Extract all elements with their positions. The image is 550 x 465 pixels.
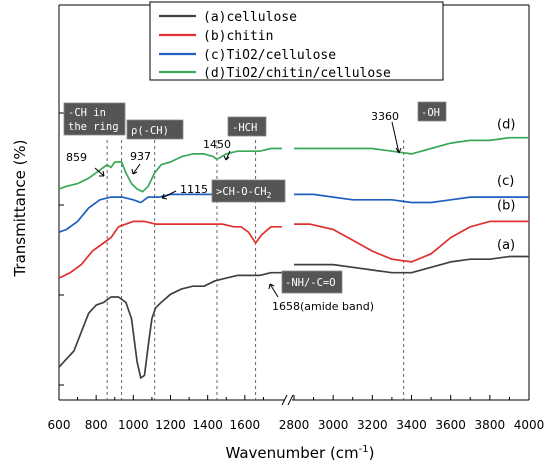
series-line-0 <box>294 255 529 274</box>
x-tick-label: 3800 <box>475 418 506 432</box>
tag-rho-ch: ρ(-CH) <box>126 119 184 140</box>
svg-text:-HCH: -HCH <box>232 122 257 134</box>
svg-text:-CH in: -CH in <box>68 107 106 119</box>
tag-nh-co: -NH/-C=O <box>281 270 343 294</box>
x-tick-label: 4000 <box>514 418 545 432</box>
x-tick-label: 1400 <box>192 418 223 432</box>
axis-break-mark <box>287 394 294 406</box>
x-tick-label: 1600 <box>230 418 261 432</box>
x-tick-label: 800 <box>85 418 108 432</box>
series-line-1 <box>294 220 529 263</box>
label-1115: 1115 <box>180 183 208 196</box>
x-tick-label: 3600 <box>435 418 466 432</box>
curve-labels: (a) (b) (c) (d) <box>497 117 515 253</box>
annotation-arrows <box>94 121 402 298</box>
curve-label-3: (d) <box>497 117 515 132</box>
legend-label-d: (d)TiO2/chitin/cellulose <box>203 66 391 81</box>
y-axis-title: Transmittance (%) <box>11 139 29 277</box>
legend: (a)cellulose (b)chitin (c)TiO2/cellulose… <box>149 1 444 81</box>
axis-break-mark <box>281 394 288 406</box>
x-tick-label: 3200 <box>357 418 388 432</box>
svg-text:>CH-O-CH2: >CH-O-CH2 <box>216 186 272 200</box>
legend-label-c: (c)TiO2/cellulose <box>203 48 336 63</box>
series-line-3 <box>294 136 529 155</box>
svg-text:-NH/-C=O: -NH/-C=O <box>285 277 336 289</box>
svg-text:ρ(-CH): ρ(-CH) <box>131 125 169 137</box>
legend-label-b: (b)chitin <box>203 29 273 44</box>
series-line-3 <box>58 147 282 193</box>
tag-oh: -OH <box>417 101 447 122</box>
tag-ch-o-ch2: >CH-O-CH2 <box>211 179 286 203</box>
series-line-1 <box>58 220 282 279</box>
legend-label-a: (a)cellulose <box>203 10 297 25</box>
label-1450: 1450 <box>203 138 231 151</box>
legend-box <box>149 1 444 81</box>
label-1658: 1658(amide band) <box>272 300 374 313</box>
label-937: 937 <box>130 150 151 163</box>
series-line-2 <box>294 193 529 204</box>
x-axis-title: Wavenumber (cm-1) <box>225 444 374 462</box>
curve-label-2: (c) <box>497 174 514 189</box>
svg-text:-OH: -OH <box>421 107 440 119</box>
x-tick-labels: 600 800 1000 1200 1400 1600 2800 3000 3200 3400 36… <box>48 395 545 432</box>
series-group <box>58 136 529 379</box>
curve-label-0: (a) <box>497 238 515 253</box>
x-tick-label: 3000 <box>318 418 349 432</box>
x-tick-label: 1200 <box>155 418 186 432</box>
svg-text:the ring: the ring <box>68 121 119 133</box>
series-line-0 <box>58 271 282 379</box>
x-tick-label: 1000 <box>118 418 149 432</box>
x-tick-label: 3400 <box>396 418 427 432</box>
label-3360: 3360 <box>371 110 399 123</box>
x-tick-label: 600 <box>48 418 71 432</box>
label-859: 859 <box>66 151 87 164</box>
tag-hch: -HCH <box>227 116 267 137</box>
x-tick-label: 2800 <box>279 418 310 432</box>
curve-label-1: (b) <box>497 198 515 213</box>
tag-ch-ring: -CH in the ring <box>63 102 126 136</box>
